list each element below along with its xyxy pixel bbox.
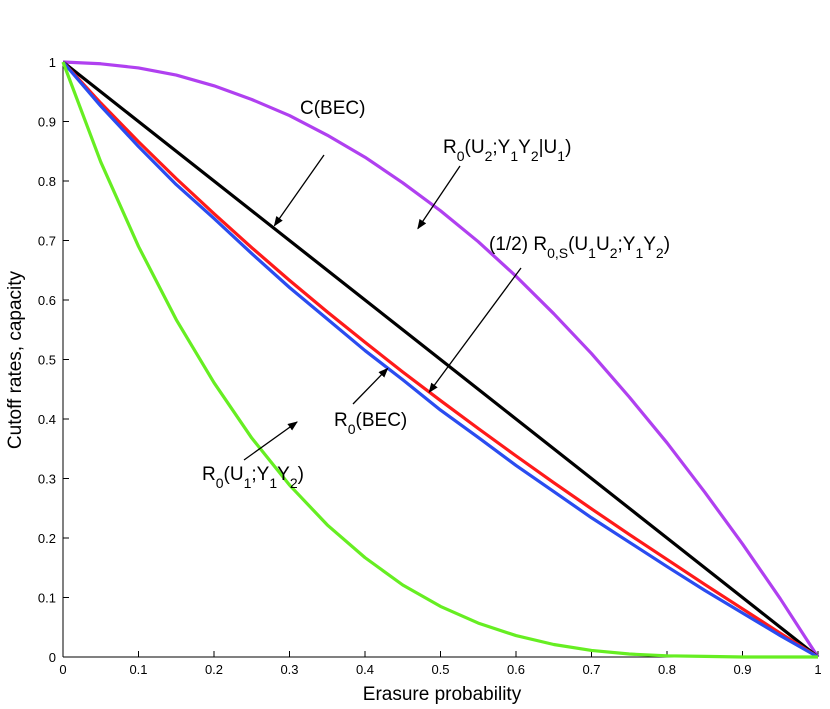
annotation-arrow: [352, 367, 389, 405]
annotation-label-r0-u1: R0(U1;Y1Y2): [202, 464, 304, 491]
annotation-label-r0bec: R0(BEC): [334, 410, 407, 437]
series-line: [61, 60, 819, 659]
y-tick-label: 0.1: [38, 591, 56, 606]
y-tick-label: 0.5: [38, 353, 56, 368]
annotation-arrow: [417, 165, 461, 230]
y-tick-label: 0.6: [38, 293, 56, 308]
y-tick-label: 1: [49, 55, 56, 70]
x-tick-label: 0.3: [280, 662, 298, 677]
annotation-label-r0s: (1/2) R0,S(U1U2;Y1Y2): [489, 234, 670, 261]
x-tick-label: 0.9: [733, 662, 751, 677]
y-axis-title: Cutoff rates, capacity: [5, 270, 26, 449]
annotation-label-r0-u2: R0(U2;Y1Y2|U1): [443, 137, 571, 164]
x-tick-label: 0.7: [582, 662, 600, 677]
x-tick-label: 0.6: [507, 662, 525, 677]
x-tick-label: 0.4: [356, 662, 374, 677]
y-tick-label: 0.2: [38, 531, 56, 546]
x-tick-label: 0.8: [658, 662, 676, 677]
annotation-arrow: [428, 267, 522, 394]
y-tick-label: 0.8: [38, 174, 56, 189]
annotation-label-cbec: C(BEC): [300, 98, 365, 119]
y-tick-label: 0: [49, 650, 56, 665]
x-tick-label: 0.1: [129, 662, 147, 677]
series-line: [61, 60, 819, 659]
y-tick-label: 0.3: [38, 472, 56, 487]
y-tick-label: 0.4: [38, 412, 56, 427]
y-tick-label: 0.9: [38, 115, 56, 130]
x-tick-label: 0.2: [205, 662, 223, 677]
series-line: [62, 60, 820, 658]
x-tick-label: 0: [59, 662, 66, 677]
x-axis-title: Erasure probability: [363, 684, 522, 705]
x-tick-label: 1: [814, 662, 821, 677]
series-line: [61, 61, 818, 659]
annotation-arrow: [273, 154, 325, 227]
annotation-arrow: [243, 421, 298, 461]
y-tick-label: 0.7: [38, 234, 56, 249]
series-line: [62, 60, 819, 659]
x-tick-label: 0.5: [431, 662, 449, 677]
